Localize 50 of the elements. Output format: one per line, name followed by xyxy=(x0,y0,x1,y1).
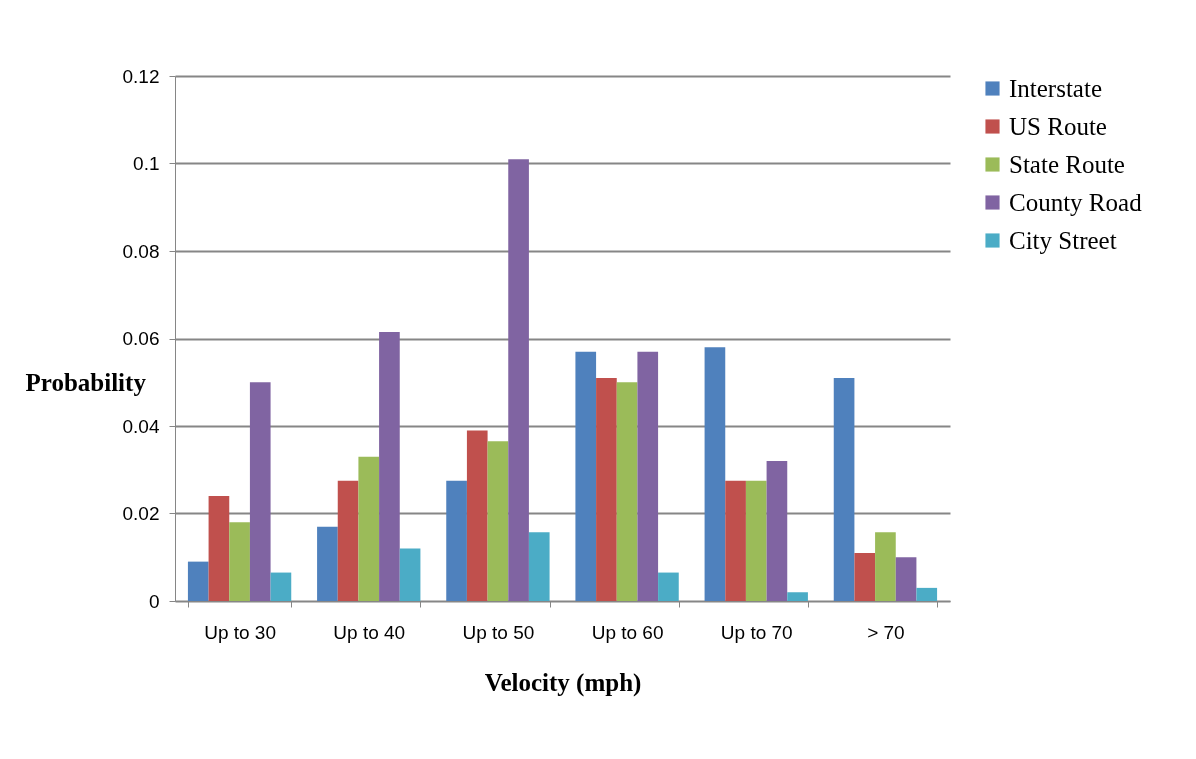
y-tick-label: 0 xyxy=(148,590,160,612)
bar xyxy=(854,552,876,601)
y-tick-label: 0.04 xyxy=(122,415,160,437)
y-tick-label: 0.02 xyxy=(122,503,160,524)
bar xyxy=(187,561,209,601)
x-tick-label: Up to 40 xyxy=(333,621,406,643)
bar xyxy=(446,480,467,601)
x-tick-label: Up to 30 xyxy=(204,621,276,643)
bar xyxy=(787,592,808,601)
bar xyxy=(725,480,746,601)
y-tick-label: 0.12 xyxy=(122,65,160,87)
bar xyxy=(337,480,359,601)
bar xyxy=(229,522,250,601)
bar xyxy=(745,480,767,601)
x-tick-label: Up to 50 xyxy=(462,621,535,643)
bar xyxy=(466,430,488,601)
y-axis-title: Probability xyxy=(25,368,147,396)
bar xyxy=(270,572,292,601)
bar xyxy=(766,461,788,601)
bar xyxy=(596,377,617,601)
bar xyxy=(317,526,338,601)
bar xyxy=(916,587,938,601)
legend-label: County Road xyxy=(1009,188,1143,216)
bar xyxy=(379,331,400,601)
legend-label: Interstate xyxy=(1009,74,1103,102)
bar xyxy=(616,382,638,601)
legend-label: State Route xyxy=(1009,150,1125,178)
x-axis-title: Velocity (mph) xyxy=(484,668,642,697)
x-tick-label: > 70 xyxy=(867,621,905,643)
y-tick-label: 0.1 xyxy=(133,153,160,174)
bar xyxy=(399,548,421,601)
y-tick-label: 0.08 xyxy=(122,240,160,262)
bar xyxy=(637,351,659,601)
bar xyxy=(875,532,896,601)
bar xyxy=(575,351,597,601)
y-tick-label: 0.06 xyxy=(122,328,160,349)
x-tick-label: Up to 70 xyxy=(720,621,793,643)
bar xyxy=(895,557,917,601)
bar xyxy=(704,347,726,601)
bar xyxy=(658,572,679,601)
bar xyxy=(528,532,550,601)
bar xyxy=(358,456,380,601)
legend-label: City Street xyxy=(1009,226,1117,254)
bar xyxy=(833,377,855,601)
bar xyxy=(487,441,509,601)
x-tick-label: Up to 60 xyxy=(591,621,664,643)
bar xyxy=(508,159,529,601)
legend-label: US Route xyxy=(1009,112,1107,140)
bar xyxy=(208,496,230,601)
bar xyxy=(249,382,271,601)
